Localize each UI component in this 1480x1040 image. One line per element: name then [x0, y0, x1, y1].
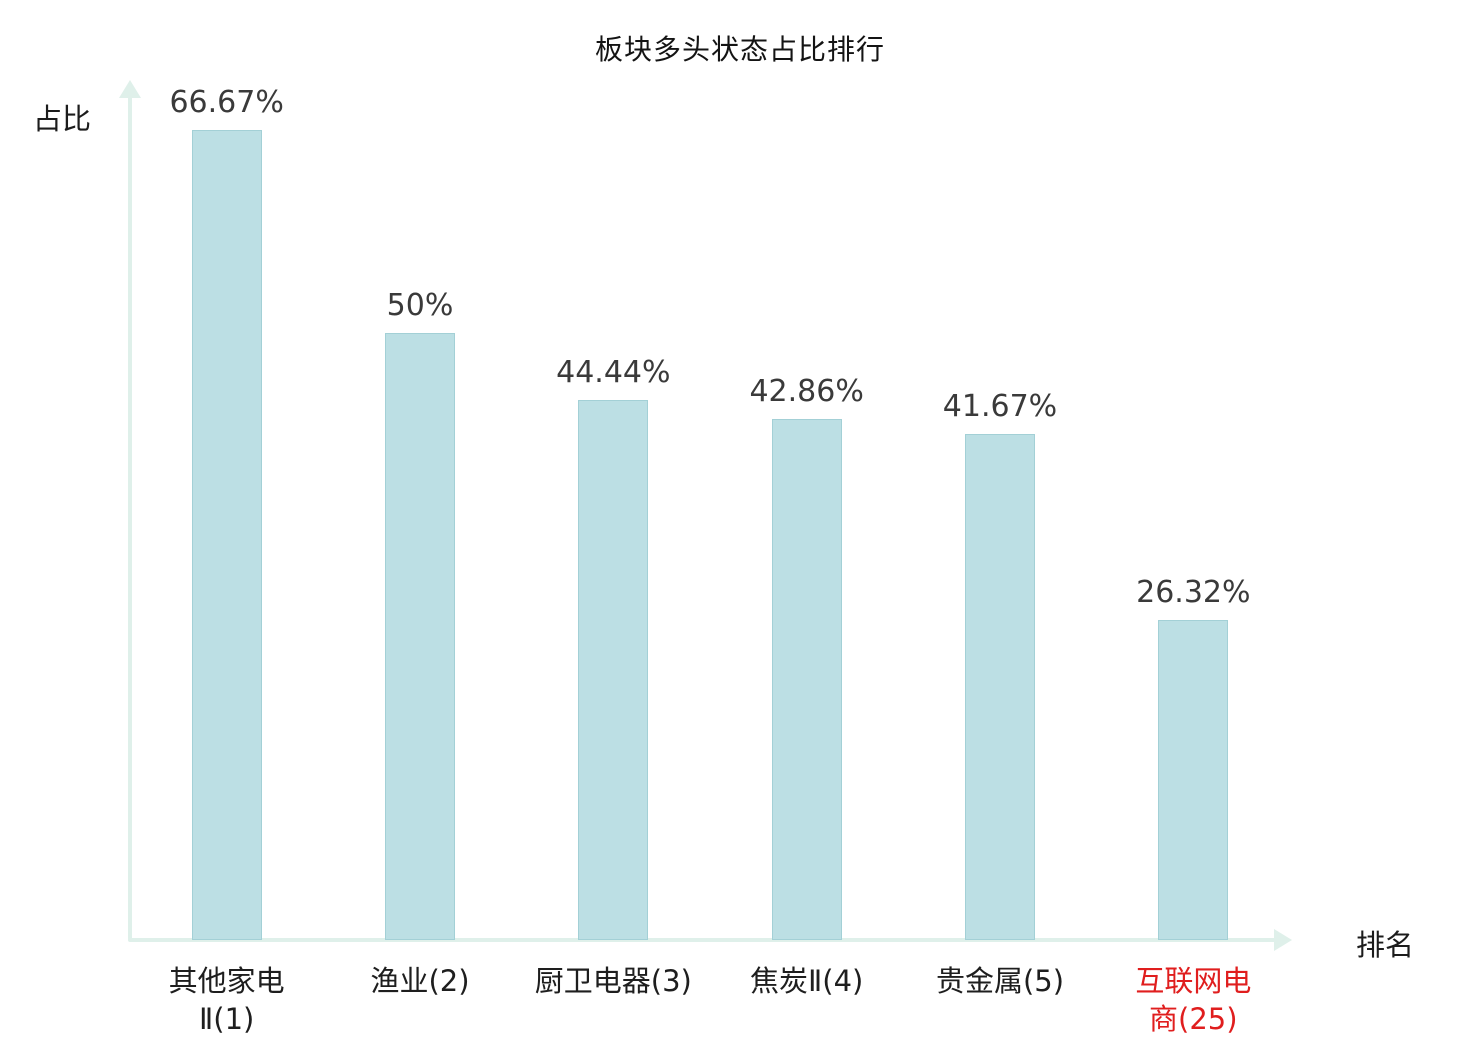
bar-value-label: 66.67%: [169, 85, 284, 120]
bar-category-label: 互联网电 商(25): [1135, 964, 1252, 1037]
bar-category-label: 其他家电 Ⅱ(1): [168, 964, 285, 1037]
x-axis-line: [128, 938, 1276, 942]
bar-value-label: 26.32%: [1136, 575, 1251, 610]
bar-group: 41.67% 贵金属(5): [903, 130, 1096, 998]
y-axis-label: 占比: [33, 102, 92, 136]
bar: [964, 434, 1035, 940]
bar: [1158, 620, 1229, 940]
bar-group: 66.67% 其他家电 Ⅱ(1): [130, 85, 323, 1036]
bar-group: 42.86% 焦炭Ⅱ(4): [710, 130, 903, 998]
bar-value-label: 44.44%: [556, 355, 671, 390]
bar-group: 44.44% 厨卫电器(3): [517, 130, 710, 998]
x-axis-arrow-icon: [1274, 929, 1292, 951]
bar: [771, 419, 842, 940]
bar-value-label: 41.67%: [942, 389, 1058, 424]
x-axis-label: 排名: [1356, 928, 1415, 962]
bar-category-label: 厨卫电器(3): [534, 964, 692, 998]
bar: [578, 400, 649, 940]
bar-group: 26.32% 互联网电 商(25): [1097, 130, 1290, 1036]
bar: [191, 130, 262, 940]
y-axis-arrow-icon: [119, 80, 141, 98]
y-axis-line: [128, 96, 132, 940]
bar-value-label: 42.86%: [749, 374, 864, 409]
bar: [384, 333, 455, 940]
bar-value-label: 50%: [386, 288, 454, 323]
bar-category-label: 贵金属(5): [935, 964, 1065, 998]
bar-category-label: 焦炭Ⅱ(4): [749, 964, 864, 998]
plot-area: 66.67% 其他家电 Ⅱ(1) 50% 渔业(2) 44.44% 厨卫电器(3) 42.86…: [130, 85, 1290, 1036]
chart-title: 板块多头状态占比排行: [594, 33, 885, 66]
bar-category-label: 渔业(2): [370, 964, 470, 998]
bar-group: 50% 渔业(2): [323, 130, 516, 998]
